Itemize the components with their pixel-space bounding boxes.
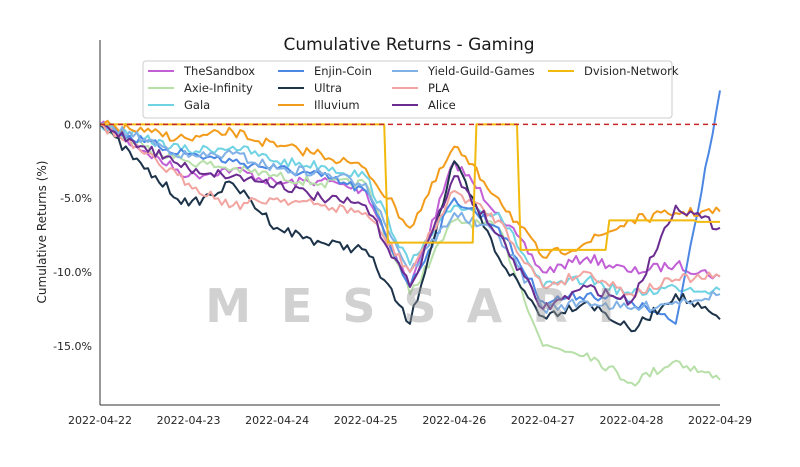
plot-area [99,90,721,387]
axes: 0.0% -5.0% -10.0% -15.0% 2022-04-22 2022-04-2… [53,40,752,427]
legend-label: PLA [428,81,450,95]
chart-title: Cumulative Returns - Gaming [283,35,534,55]
series-line-axie-infinity [99,122,721,387]
legend-item-axie-infinity: Axie-Infinity [148,81,253,95]
y-tick-label: -10.0% [53,266,92,279]
series-line-illuvium [99,119,721,259]
legend-item-yield-guild-games: Yield-Guild-Games [392,64,535,78]
legend-label: Ultra [314,81,342,95]
x-tick-label: 2022-04-28 [599,414,663,427]
legend-item-thesandbox: TheSandbox [148,64,255,78]
legend-label: Dvision-Network [584,64,679,78]
legend-item-illuvium: Illuvium [278,98,360,112]
series-line-alice [99,123,721,311]
legend-label: Yield-Guild-Games [427,64,535,78]
legend-item-alice: Alice [392,98,456,112]
legend-item-dvision-network: Dvision-Network [548,64,679,78]
legend-item-pla: PLA [392,81,450,95]
y-tick-label: -15.0% [53,340,92,353]
y-axis-label: Cumulative Returns (%) [35,161,49,304]
legend-label: Enjin-Coin [314,64,372,78]
legend-label: Illuvium [314,98,360,112]
legend-item-enjin-coin: Enjin-Coin [278,64,372,78]
x-tick-label: 2022-04-27 [511,414,575,427]
legend-label: TheSandbox [183,64,255,78]
legend: TheSandbox Axie-Infinity Gala Enjin-Coin Ult… [142,60,679,119]
legend-label: Axie-Infinity [184,81,253,95]
series-line-ultra [99,123,721,333]
y-tick-label: 0.0% [64,118,92,131]
legend-label: Gala [184,98,210,112]
x-tick-label: 2022-04-25 [334,414,398,427]
series-line-pla [99,123,721,298]
watermark: MESSARI [205,279,645,333]
x-tick-label: 2022-04-29 [688,414,752,427]
y-tick-label: -5.0% [60,192,92,205]
legend-box [142,60,673,119]
legend-label: Alice [428,98,456,112]
x-tick-label: 2022-04-24 [245,414,309,427]
x-tick-label: 2022-04-23 [157,414,221,427]
x-tick-label: 2022-04-22 [68,414,132,427]
legend-item-ultra: Ultra [278,81,342,95]
x-tick-label: 2022-04-26 [422,414,486,427]
series-line-dvision-network [100,123,720,251]
series-line-gala [99,123,721,296]
legend-item-gala: Gala [148,98,210,112]
